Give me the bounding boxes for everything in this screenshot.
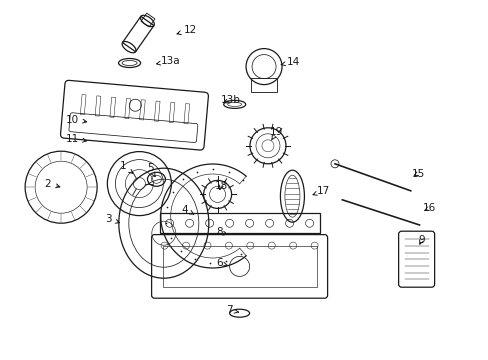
Bar	[139, 100, 145, 120]
Bar	[250, 78, 277, 91]
Bar	[124, 98, 130, 119]
Bar	[122, 16, 154, 52]
Text: 8: 8	[215, 227, 227, 237]
Text: 7: 7	[226, 305, 238, 315]
Text: 3: 3	[105, 214, 120, 224]
Bar	[159, 213, 319, 233]
Bar	[163, 246, 316, 287]
Text: 4: 4	[181, 204, 193, 215]
Bar	[154, 101, 160, 121]
Text: 2: 2	[44, 179, 60, 189]
Bar	[141, 13, 155, 27]
Text: 1: 1	[120, 161, 133, 173]
Text: 13b: 13b	[221, 95, 240, 105]
Bar	[110, 97, 116, 117]
Bar	[183, 104, 189, 124]
Text: 13a: 13a	[156, 56, 180, 66]
Text: 15: 15	[410, 168, 424, 179]
Text: 6: 6	[215, 258, 227, 268]
Text: 18: 18	[214, 181, 227, 192]
Bar	[80, 95, 86, 115]
Text: 17: 17	[312, 186, 330, 196]
Text: 12: 12	[177, 24, 197, 35]
Text: 11: 11	[65, 134, 86, 144]
Text: 19: 19	[269, 127, 283, 140]
Bar	[95, 96, 101, 116]
Text: 14: 14	[281, 57, 300, 67]
Text: 16: 16	[422, 203, 435, 213]
Text: 10: 10	[66, 114, 86, 125]
Text: 5: 5	[147, 163, 155, 177]
Text: 9: 9	[417, 235, 424, 246]
Bar	[169, 102, 175, 123]
